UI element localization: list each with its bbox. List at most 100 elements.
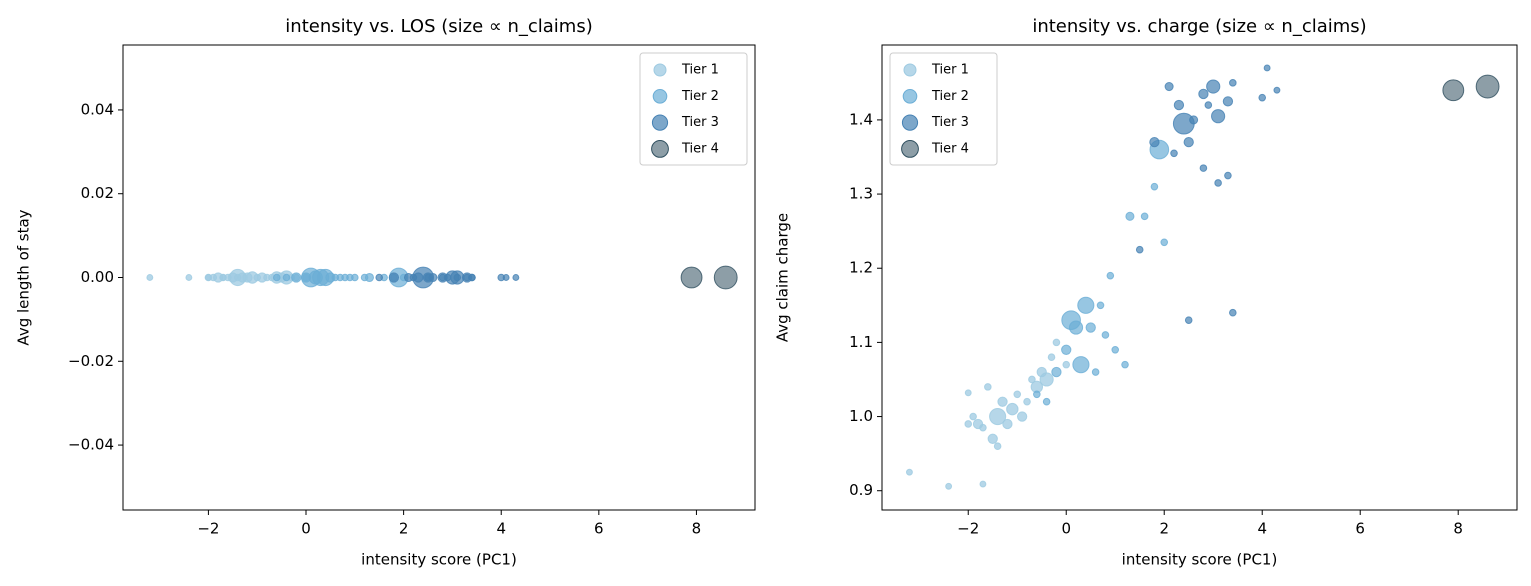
data-point bbox=[272, 273, 281, 282]
data-point bbox=[1263, 64, 1271, 72]
legend-box bbox=[639, 52, 748, 166]
data-point bbox=[1106, 271, 1115, 280]
y-tick-label: 1.2 bbox=[849, 259, 873, 277]
data-point bbox=[1475, 74, 1500, 99]
data-point bbox=[1184, 316, 1193, 324]
y-tick-label: −0.02 bbox=[68, 352, 114, 370]
data-point bbox=[185, 274, 193, 281]
data-point bbox=[905, 468, 913, 476]
data-point bbox=[1052, 338, 1061, 347]
data-point bbox=[1160, 238, 1169, 247]
data-point bbox=[1051, 366, 1062, 378]
data-point bbox=[1183, 136, 1194, 148]
data-point bbox=[1125, 211, 1135, 221]
data-point bbox=[1047, 353, 1056, 362]
data-point bbox=[1206, 79, 1221, 94]
data-point bbox=[964, 389, 972, 397]
legend-marker bbox=[651, 140, 669, 158]
data-point bbox=[1135, 245, 1144, 254]
data-point bbox=[964, 420, 973, 428]
data-point bbox=[512, 274, 520, 281]
data-point bbox=[1061, 344, 1072, 355]
data-point bbox=[1085, 322, 1096, 333]
legend-marker bbox=[653, 63, 667, 77]
data-point bbox=[1229, 79, 1237, 87]
y-axis-label: Avg length of stay bbox=[15, 209, 33, 345]
axes-frame bbox=[122, 44, 756, 511]
data-point bbox=[312, 268, 330, 287]
data-point bbox=[502, 274, 510, 281]
y-tick-label: −0.04 bbox=[68, 436, 114, 454]
data-point bbox=[1150, 182, 1159, 191]
data-point bbox=[1033, 390, 1041, 399]
x-tick-label: 0 bbox=[1061, 520, 1071, 538]
data-point bbox=[1273, 86, 1281, 94]
data-point bbox=[424, 273, 432, 282]
data-point bbox=[1170, 149, 1178, 158]
x-axis-label: intensity score (PC1) bbox=[361, 551, 517, 569]
data-point bbox=[468, 273, 476, 282]
data-point bbox=[375, 273, 384, 282]
legend-label: Tier 4 bbox=[931, 141, 969, 156]
x-tick-label: 4 bbox=[1257, 520, 1267, 538]
data-point bbox=[984, 383, 992, 391]
y-tick-label: 0.9 bbox=[849, 481, 873, 499]
x-tick-label: 6 bbox=[594, 520, 604, 538]
data-point bbox=[1016, 411, 1028, 422]
y-tick-label: 1.1 bbox=[849, 333, 873, 351]
data-point bbox=[987, 433, 998, 444]
data-point bbox=[1068, 320, 1084, 335]
x-tick-label: 4 bbox=[496, 520, 506, 538]
x-tick-label: −2 bbox=[957, 520, 979, 538]
data-point bbox=[680, 266, 703, 289]
data-point bbox=[1077, 296, 1095, 314]
legend-label: Tier 2 bbox=[931, 89, 969, 104]
legend-label: Tier 2 bbox=[681, 89, 719, 104]
data-point bbox=[331, 273, 340, 282]
x-tick-label: 2 bbox=[399, 520, 409, 538]
data-point bbox=[364, 272, 374, 283]
data-point bbox=[1023, 397, 1031, 406]
data-point bbox=[1028, 375, 1036, 384]
data-point bbox=[388, 272, 400, 283]
chart-title: intensity vs. charge (size ∝ n_claims) bbox=[1032, 16, 1366, 37]
y-tick-label: 1.4 bbox=[849, 110, 873, 128]
y-tick-label: 1.0 bbox=[849, 407, 873, 425]
legend-label: Tier 3 bbox=[681, 115, 719, 130]
data-point bbox=[1002, 418, 1013, 430]
legend-marker bbox=[901, 140, 919, 158]
data-point bbox=[1173, 99, 1185, 111]
data-point bbox=[291, 272, 302, 283]
data-point bbox=[1199, 164, 1208, 172]
data-point bbox=[1042, 397, 1051, 406]
legend-label: Tier 3 bbox=[931, 115, 969, 130]
data-point bbox=[979, 480, 987, 488]
data-point bbox=[1062, 360, 1071, 369]
data-point bbox=[1006, 402, 1019, 416]
data-point bbox=[1096, 301, 1105, 310]
y-tick-label: 1.3 bbox=[849, 185, 873, 203]
data-point bbox=[1229, 308, 1237, 317]
data-point bbox=[1072, 356, 1090, 374]
x-axis-label: intensity score (PC1) bbox=[1122, 551, 1278, 569]
legend-marker bbox=[903, 63, 917, 77]
data-point bbox=[1091, 368, 1100, 376]
y-tick-label: 0.00 bbox=[81, 268, 114, 286]
data-point bbox=[1164, 81, 1174, 92]
legend-marker bbox=[652, 89, 668, 104]
data-point bbox=[1224, 171, 1232, 180]
data-point bbox=[969, 412, 977, 421]
y-tick-label: 0.04 bbox=[81, 100, 114, 118]
data-point bbox=[1101, 331, 1110, 339]
data-point bbox=[945, 482, 953, 490]
data-point bbox=[453, 273, 462, 282]
data-point bbox=[146, 274, 154, 281]
data-point bbox=[1222, 96, 1234, 107]
y-axis-label: Avg claim charge bbox=[774, 213, 792, 342]
x-tick-label: 2 bbox=[1159, 520, 1169, 538]
x-tick-label: 6 bbox=[1355, 520, 1365, 538]
chart-title: intensity vs. LOS (size ∝ n_claims) bbox=[285, 16, 592, 37]
data-point bbox=[1211, 109, 1226, 124]
data-point bbox=[989, 407, 1007, 426]
